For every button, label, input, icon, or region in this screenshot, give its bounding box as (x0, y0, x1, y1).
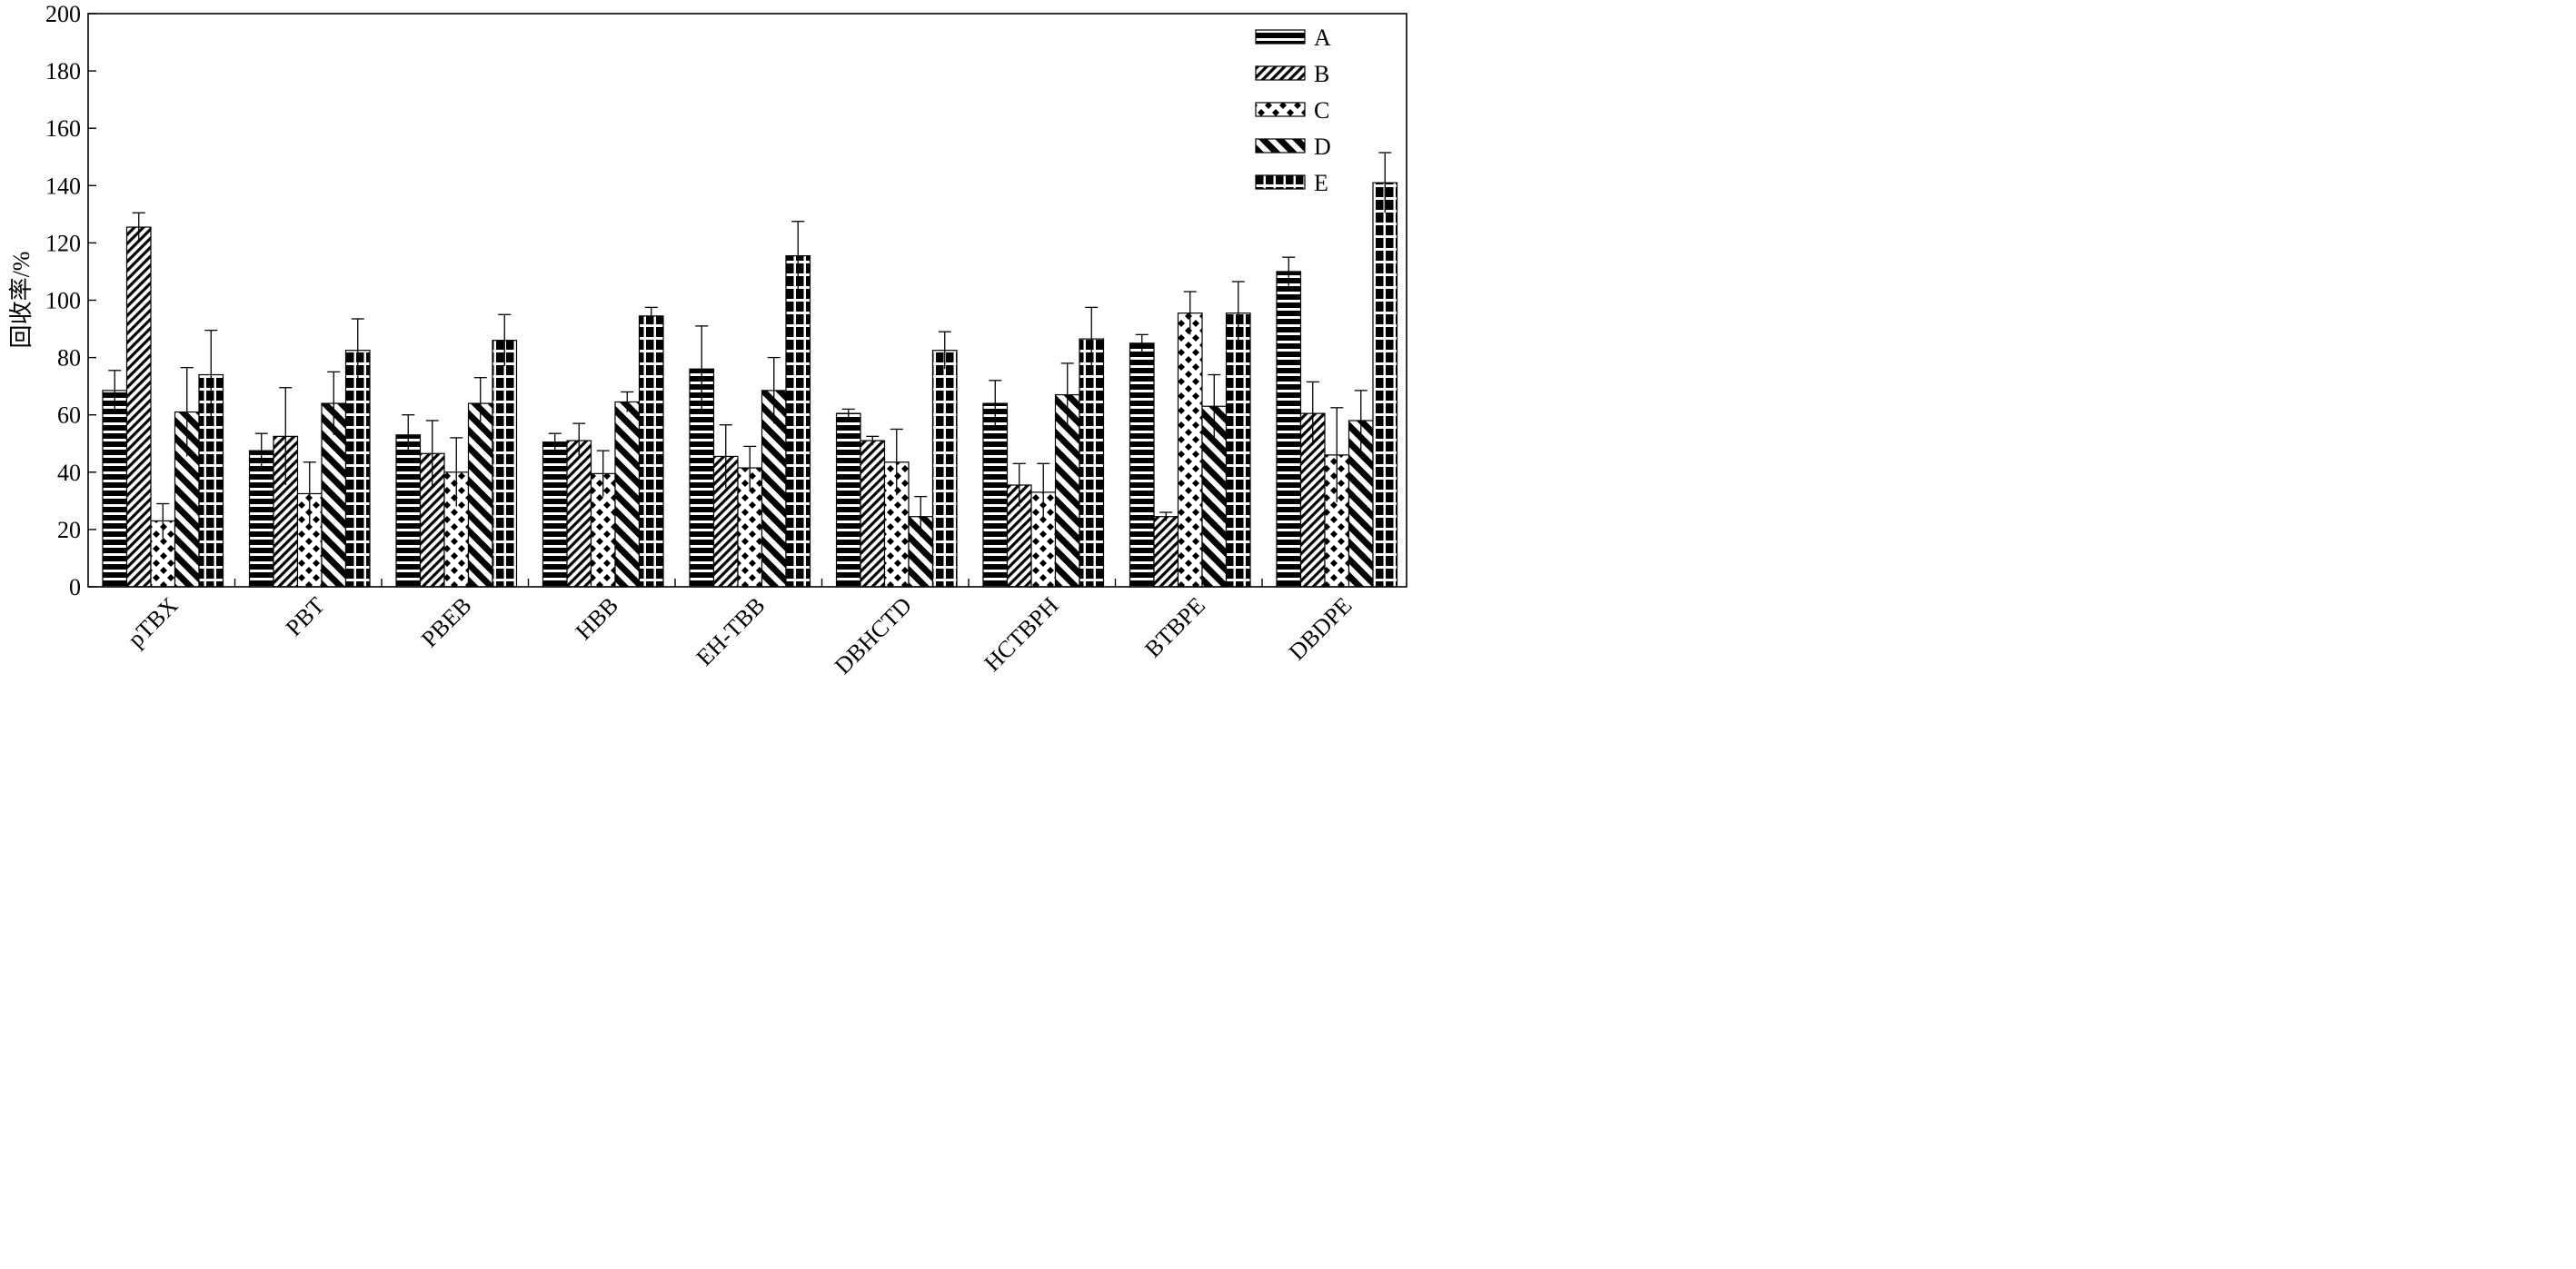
bar-E-HBB (638, 315, 664, 588)
y-tick-label-200: 200 (45, 1, 81, 27)
x-tick-label-DBDPE: DBDPE (1284, 592, 1358, 666)
x-tick-label-pTBX: pTBX (123, 592, 184, 653)
y-tick-label-160: 160 (45, 115, 81, 142)
bar-E-PBEB (492, 340, 518, 588)
bar-chart: 0 20 40 60 80 100 120 140 160 180 200 pTBX PBT PBEB HB… (8, 1, 1407, 679)
x-tick-label-PBEB: PBEB (416, 592, 476, 652)
bar-E-EH-TBB (785, 254, 811, 588)
bar-B-HBB (566, 440, 592, 588)
bar-E-DBDPE (1372, 182, 1398, 588)
y-tick-label-40: 40 (57, 460, 81, 486)
legend-label-B: B (1314, 61, 1329, 87)
bar-A-DBHCTD (835, 412, 861, 588)
x-tick-label-EH-TBB: EH-TBB (691, 592, 771, 671)
bar-A-HCTBPH (982, 402, 1009, 588)
legend-swatch-D (1255, 138, 1306, 154)
bar-E-BTBPE (1225, 312, 1251, 588)
x-tick-label-HCTBPH: HCTBPH (979, 592, 1063, 677)
y-tick-label-120: 120 (45, 230, 81, 256)
y-tick-label-20: 20 (57, 517, 81, 543)
x-tick-label-BTBPE: BTBPE (1139, 592, 1210, 663)
bar-E-PBT (344, 350, 371, 588)
legend-label-E: E (1314, 170, 1328, 196)
bar-B-DBHCTD (860, 440, 886, 588)
error-bars-layer (108, 152, 1392, 539)
y-tick-label-100: 100 (45, 288, 81, 314)
bar-D-HCTBPH (1054, 394, 1080, 588)
bar-A-BTBPE (1129, 342, 1155, 588)
y-tick-label-180: 180 (45, 58, 81, 84)
y-tick-label-80: 80 (57, 345, 81, 372)
bar-B-BTBPE (1153, 516, 1179, 588)
bar-A-pTBX (102, 390, 128, 588)
legend-swatch-A (1255, 29, 1306, 45)
y-tick-label-0: 0 (69, 574, 81, 600)
bar-D-HBB (614, 401, 641, 588)
bar-A-PBT (248, 450, 274, 588)
bar-A-DBDPE (1276, 271, 1302, 588)
y-axis-label: 回收率/% (8, 252, 35, 349)
bar-D-EH-TBB (761, 390, 787, 588)
bar-D-PBEB (467, 402, 493, 588)
legend-swatch-C (1255, 102, 1306, 117)
legend-label-D: D (1314, 134, 1331, 160)
x-tick-label-PBT: PBT (281, 592, 330, 641)
bar-E-DBHCTD (931, 350, 958, 588)
bar-B-pTBX (125, 226, 152, 588)
legend-label-C: C (1314, 97, 1329, 124)
y-tick-label-60: 60 (57, 402, 81, 429)
x-tick-label-DBHCTD: DBHCTD (830, 592, 917, 679)
bar-A-PBEB (395, 434, 422, 588)
legend-swatch-E (1255, 174, 1306, 190)
x-tick-label-HBB: HBB (571, 592, 623, 645)
legend-label-A: A (1314, 25, 1331, 51)
bars-layer (102, 182, 1398, 588)
bar-E-HCTBPH (1079, 338, 1105, 588)
legend-swatch-B (1255, 65, 1306, 81)
y-tick-label-140: 140 (45, 173, 81, 199)
bar-C-BTBPE (1177, 312, 1203, 588)
bar-A-HBB (542, 441, 568, 588)
